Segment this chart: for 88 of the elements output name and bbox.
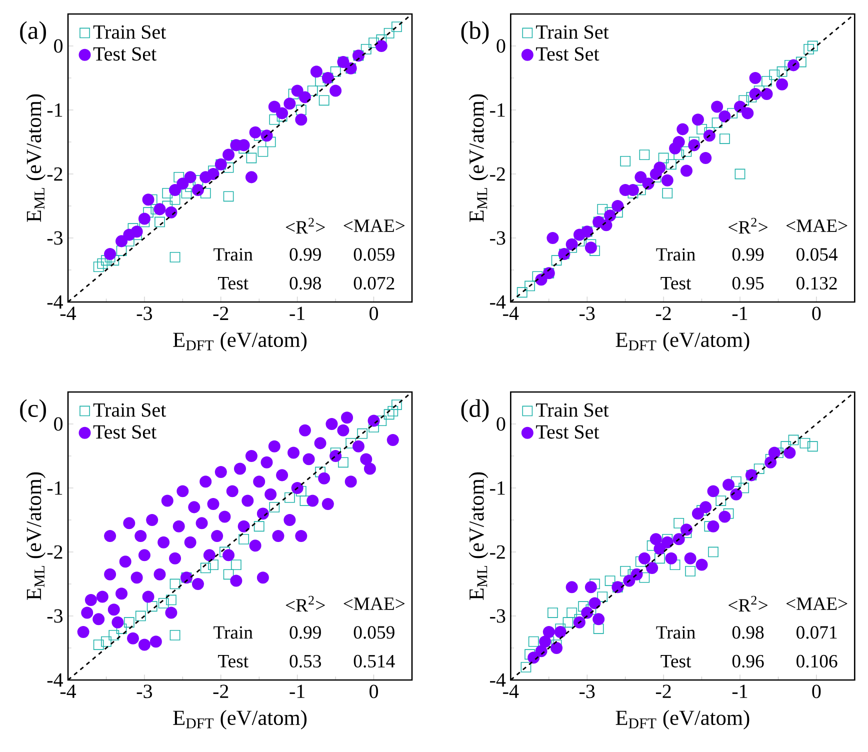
legend-label: Train Set [93,403,166,417]
annotation: 0.99 [290,248,321,261]
x-tick-label: -2 [213,306,228,320]
annotation: <R$^{2}$> [728,218,768,234]
annotation: 0.99 [290,626,321,639]
x-tick-label: 0 [812,684,821,698]
legend-label: Train Set [536,403,609,417]
y-axis-title: E$_{ML}$ (eV/atom) [26,472,46,600]
x-tick-label: -1 [732,684,748,698]
legend-label: Test Set [536,425,600,439]
y-tick-label: -1 [47,103,62,117]
legend-label: Test Set [93,425,156,439]
y-tick-label: 0 [54,39,63,53]
x-axis-title: E$_{DFT}$ (eV/atom) [173,710,307,730]
x-tick-label: -1 [732,306,748,320]
legend-label: Test Set [93,47,156,61]
y-tick-label: -2 [47,167,62,181]
annotation: <MAE> [786,597,848,610]
annotation: <MAE> [786,219,848,232]
annotation: 0.514 [354,654,395,668]
annotation: 0.106 [796,654,838,668]
y-tick-label: -3 [490,231,506,245]
legend-label: Test Set [536,47,600,61]
x-axis-title: E$_{DFT}$ (eV/atom) [616,332,750,352]
annotation: 0.95 [732,276,764,290]
annotation: 0.054 [796,248,838,261]
x-tick-label: 0 [812,306,821,320]
annotation: 0.53 [290,654,321,668]
annotation: <R$^{2}$> [286,218,325,234]
y-tick-label: -2 [47,545,62,559]
annotation: 0.071 [796,626,837,639]
y-tick-label: 0 [496,417,506,431]
annotation: Train [214,626,253,639]
annotation: 0.072 [354,276,394,290]
y-axis-title: E$_{ML}$ (eV/atom) [468,472,488,600]
legend-label: Train Set [536,25,609,39]
y-tick-label: -1 [490,103,505,117]
x-tick-label: -1 [290,306,304,320]
x-axis-title: E$_{DFT}$ (eV/atom) [616,710,750,730]
annotation: <MAE> [344,219,405,232]
x-tick-label: -2 [656,306,671,320]
annotation: Test [660,655,692,668]
annotation: 0.99 [732,248,764,261]
annotation: <R$^{2}$> [728,596,768,612]
y-tick-label: 0 [54,417,63,431]
annotation: 0.059 [354,626,394,639]
annotation: 0.059 [354,248,394,261]
annotation: 0.98 [290,276,321,290]
annotation: 0.132 [796,276,837,290]
x-axis-title: E$_{DFT}$ (eV/atom) [173,332,307,352]
y-tick-label: -2 [490,545,505,559]
y-tick-label: -4 [490,295,506,309]
x-tick-label: -2 [213,684,228,698]
annotation: <MAE> [344,597,405,610]
x-tick-label: -1 [290,684,304,698]
annotation: Train [214,248,253,261]
annotation: 0.96 [732,654,764,668]
y-tick-label: -3 [47,231,63,245]
x-tick-label: -3 [136,684,152,698]
annotation: Train [656,626,696,639]
x-tick-label: -3 [136,306,152,320]
y-tick-label: -1 [490,481,505,495]
annotation: Train [656,248,696,261]
y-axis-title: E$_{ML}$ (eV/atom) [26,94,46,222]
y-axis-title: E$_{ML}$ (eV/atom) [468,94,488,222]
chart-title: (c) [20,399,46,422]
y-tick-label: -1 [47,481,62,495]
y-tick-label: -4 [47,673,63,687]
x-tick-label: -3 [580,684,595,698]
legend-label: Train Set [93,25,166,39]
x-tick-label: -2 [656,684,671,698]
y-tick-label: -4 [490,673,506,687]
x-tick-label: 0 [370,306,378,320]
y-tick-label: -2 [490,167,505,181]
y-tick-label: 0 [496,39,506,53]
annotation: Test [218,277,248,290]
annotation: 0.98 [732,626,764,639]
annotation: Test [660,277,692,290]
x-tick-label: -3 [580,306,595,320]
chart-title: (a) [20,21,46,44]
chart-title: (d) [461,399,489,422]
annotation: Test [218,655,248,668]
annotation: <R$^{2}$> [286,596,325,612]
chart-title: (b) [461,21,489,44]
y-tick-label: -4 [47,295,63,309]
y-tick-label: -3 [47,609,63,623]
x-tick-label: 0 [370,684,378,698]
y-tick-label: -3 [490,609,506,623]
